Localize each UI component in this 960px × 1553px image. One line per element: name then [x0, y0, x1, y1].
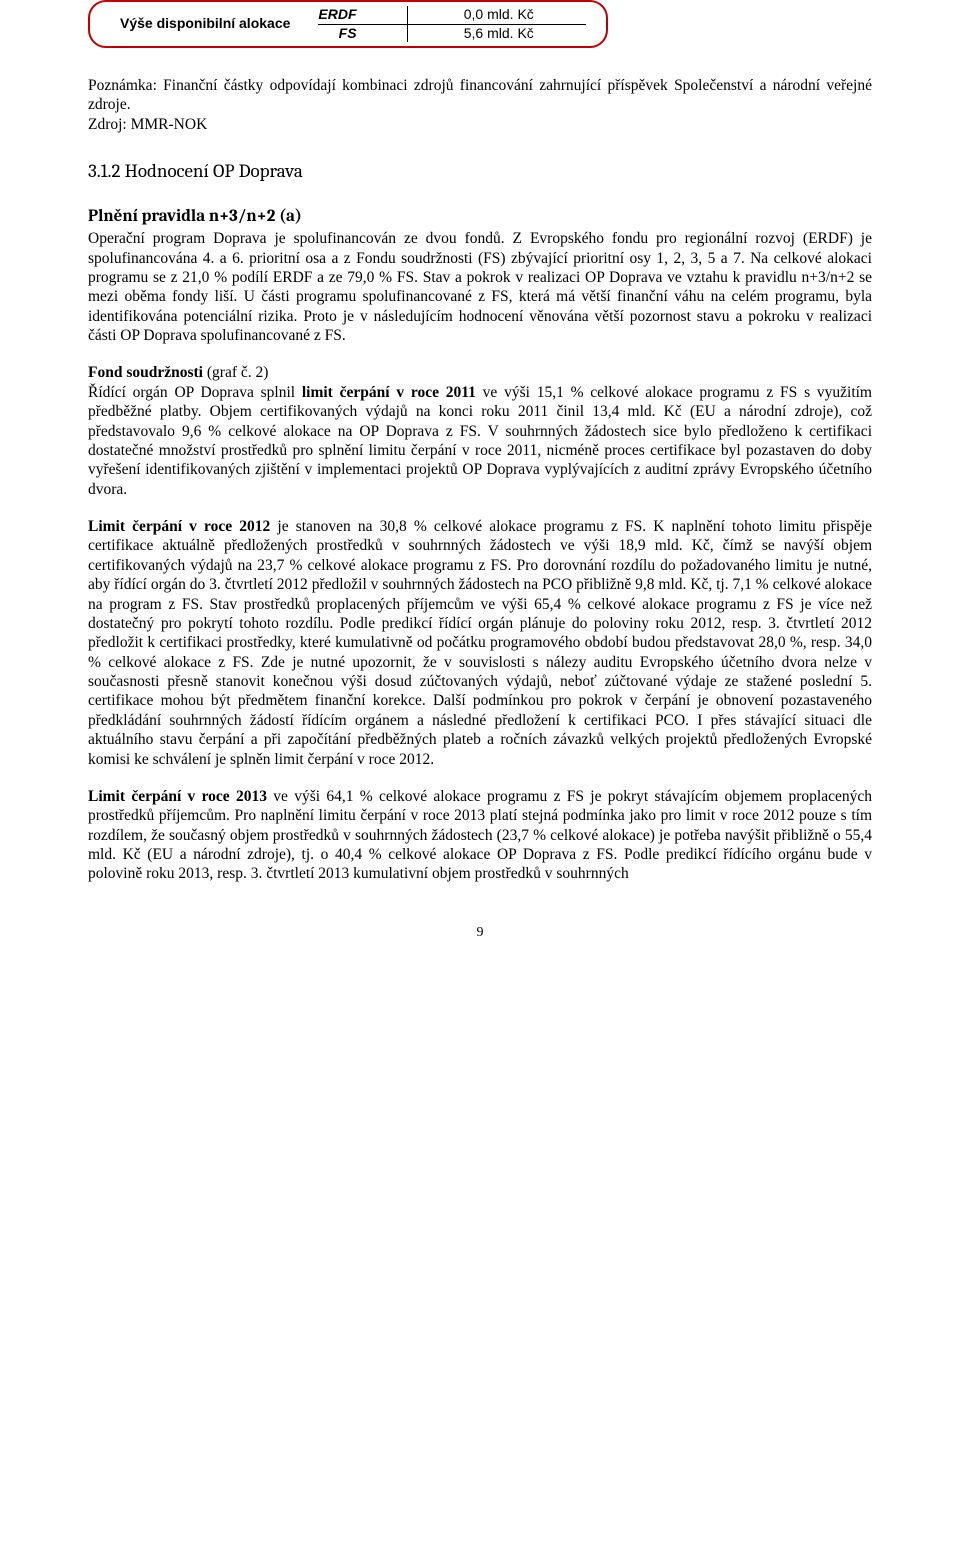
limit-2011-bold: limit čerpání v roce 2011	[302, 384, 476, 401]
fs-text-a: Řídící orgán OP Doprava splnil	[88, 384, 302, 401]
allocation-fund-cell: ERDF	[318, 6, 407, 24]
page-number: 9	[88, 924, 872, 942]
allocation-value-cell: 0,0 mld. Kč	[407, 6, 586, 24]
allocation-table: ERDF 0,0 mld. Kč FS 5,6 mld. Kč	[318, 6, 586, 42]
fs-heading-bold: Fond soudržnosti	[88, 364, 203, 381]
allocation-value-cell: 5,6 mld. Kč	[407, 24, 586, 42]
allocation-label: Výše disponibilní alokace	[120, 15, 318, 33]
paragraph-2013: Limit čerpání v roce 2013 ve výši 64,1 %…	[88, 787, 872, 884]
para-2012-text: je stanoven na 30,8 % celkové alokace pr…	[88, 518, 872, 768]
allocation-fund-cell: FS	[318, 24, 407, 42]
section-heading: 3.1.2 Hodnocení OP Doprava	[88, 160, 872, 184]
subsection-heading: Plnění pravidla n+3/n+2 (a)	[88, 206, 872, 227]
paragraph-2012: Limit čerpání v roce 2012 je stanoven na…	[88, 517, 872, 769]
limit-2013-bold: Limit čerpání v roce 2013	[88, 788, 267, 805]
note-text: Poznámka: Finanční částky odpovídají kom…	[88, 76, 872, 115]
paragraph-intro: Operační program Doprava je spolufinanco…	[88, 229, 872, 345]
limit-2012-bold: Limit čerpání v roce 2012	[88, 518, 270, 535]
table-row: ERDF 0,0 mld. Kč	[318, 6, 586, 24]
table-row: FS 5,6 mld. Kč	[318, 24, 586, 42]
allocation-box: Výše disponibilní alokace ERDF 0,0 mld. …	[88, 0, 608, 48]
fs-heading-suffix: (graf č. 2)	[203, 364, 268, 381]
source-text: Zdroj: MMR-NOK	[88, 115, 872, 134]
paragraph-fs: Fond soudržnosti (graf č. 2) Řídící orgá…	[88, 363, 872, 499]
